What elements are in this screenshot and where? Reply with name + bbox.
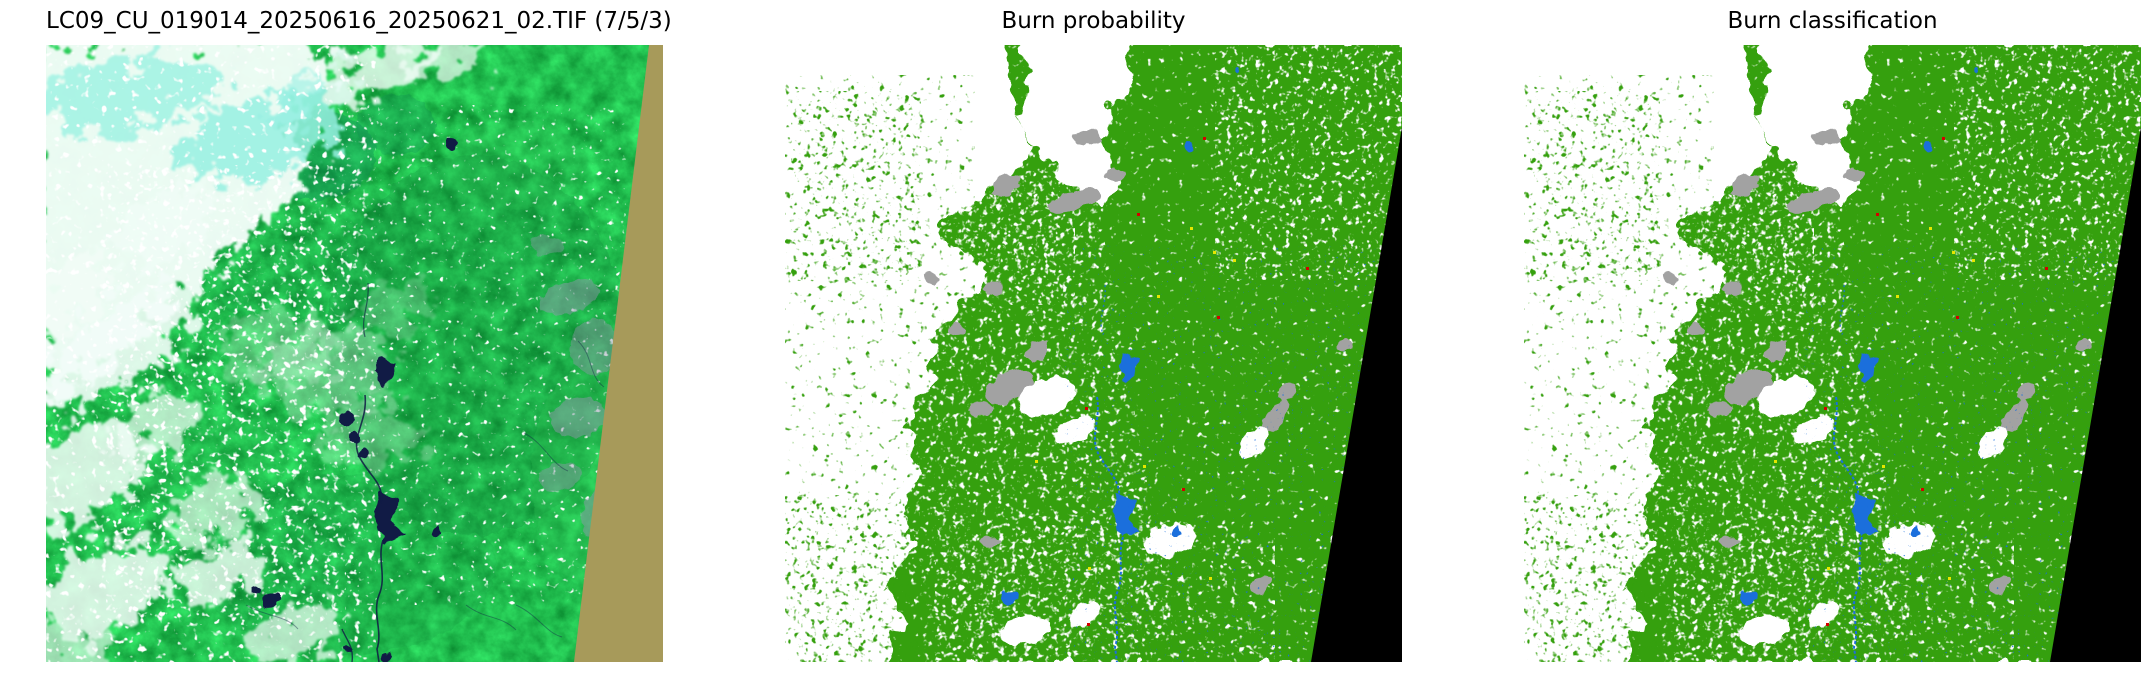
panel-burn-probability-image bbox=[785, 45, 1402, 662]
burn-probability-map bbox=[785, 45, 1402, 662]
scene-nodata-wedge bbox=[574, 45, 663, 662]
panel-scene-image bbox=[46, 45, 663, 662]
panel-burn-classification-image bbox=[1524, 45, 2141, 662]
panel-title-burn-classification: Burn classification bbox=[1727, 8, 1938, 34]
satellite-false-color-image bbox=[46, 45, 663, 662]
panel-title-scene: LC09_CU_019014_20250616_20250621_02.TIF … bbox=[46, 8, 672, 34]
burn-classification-map bbox=[1524, 45, 2141, 662]
panel-title-burn-probability: Burn probability bbox=[1001, 8, 1186, 34]
